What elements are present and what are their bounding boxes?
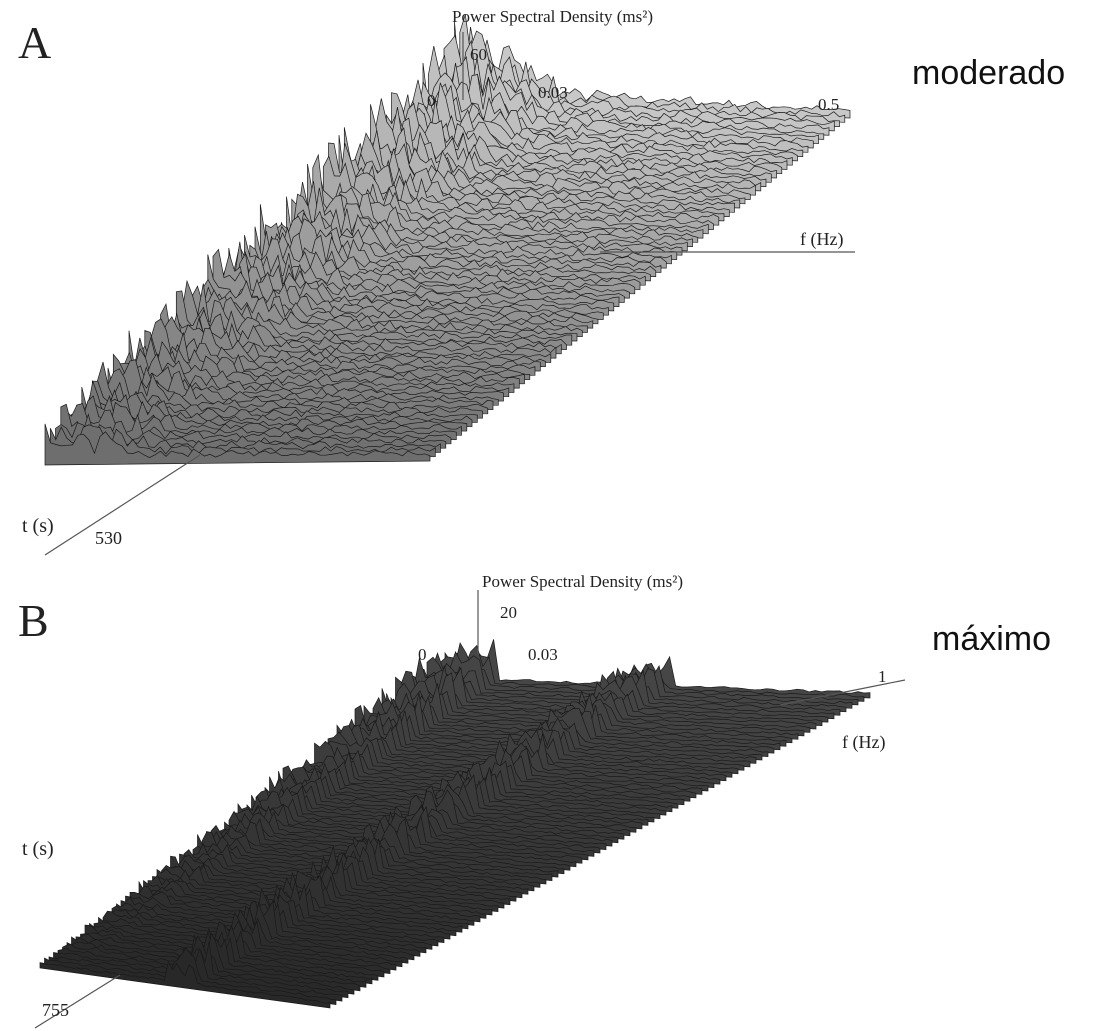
t-label: t (s): [22, 838, 54, 860]
z-label: Power Spectral Density (ms²): [452, 7, 653, 26]
z-tick: 20: [500, 603, 517, 622]
t-axis: [45, 455, 200, 555]
f-label: f (Hz): [842, 732, 885, 753]
t-label: t (s): [22, 515, 54, 537]
panel-letter: B: [18, 595, 49, 646]
f-tick: 0.03: [528, 645, 558, 664]
f-tick: 0: [427, 91, 436, 110]
figure: A Power Spectral Density (ms²) 60 0 0.03…: [0, 0, 1115, 1031]
z-tick: 60: [470, 45, 487, 64]
annotation: máximo: [932, 620, 1051, 658]
f-tick: 0.03: [538, 83, 568, 102]
z-label: Power Spectral Density (ms²): [482, 572, 683, 591]
t-tick: 755: [42, 1000, 69, 1020]
f-tick: 1: [878, 667, 887, 686]
annotation: moderado: [912, 54, 1065, 92]
panel-letter: A: [18, 17, 51, 68]
f-label: f (Hz): [800, 229, 843, 250]
surface-a: [45, 14, 850, 465]
f-tick: 0.5: [818, 95, 839, 114]
surface-b: [40, 639, 870, 1008]
f-tick: 0: [418, 645, 427, 664]
t-tick: 530: [95, 528, 122, 548]
